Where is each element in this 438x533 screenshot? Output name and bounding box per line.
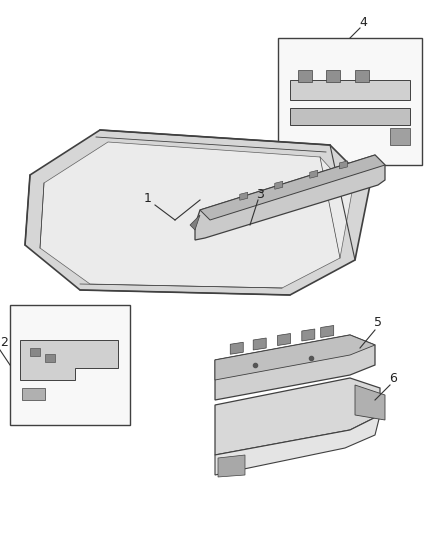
Polygon shape <box>278 334 290 345</box>
Polygon shape <box>302 329 315 341</box>
Polygon shape <box>215 415 380 475</box>
Polygon shape <box>321 326 334 337</box>
Polygon shape <box>278 38 422 165</box>
Polygon shape <box>298 70 312 82</box>
Polygon shape <box>40 142 352 288</box>
Polygon shape <box>339 161 347 169</box>
Polygon shape <box>215 378 380 455</box>
Text: 5: 5 <box>374 317 382 329</box>
Polygon shape <box>215 335 375 400</box>
Polygon shape <box>45 354 55 362</box>
Polygon shape <box>290 108 410 125</box>
Polygon shape <box>30 348 40 356</box>
Text: 2: 2 <box>0 335 8 349</box>
Polygon shape <box>290 80 410 100</box>
Polygon shape <box>195 155 385 240</box>
Polygon shape <box>326 70 340 82</box>
Polygon shape <box>22 388 45 400</box>
Text: 3: 3 <box>256 188 264 200</box>
Polygon shape <box>200 155 385 220</box>
Polygon shape <box>230 342 243 354</box>
Text: 4: 4 <box>359 17 367 29</box>
Text: 6: 6 <box>389 372 397 384</box>
Polygon shape <box>190 215 200 230</box>
Polygon shape <box>25 130 370 295</box>
Polygon shape <box>215 335 375 380</box>
Polygon shape <box>253 338 266 350</box>
Polygon shape <box>10 305 130 425</box>
Polygon shape <box>310 170 318 178</box>
Text: 1: 1 <box>144 191 152 205</box>
Polygon shape <box>20 340 118 380</box>
Polygon shape <box>390 128 410 145</box>
Polygon shape <box>218 455 245 477</box>
Polygon shape <box>355 385 385 420</box>
Polygon shape <box>275 181 283 189</box>
Polygon shape <box>240 192 248 200</box>
Polygon shape <box>355 70 369 82</box>
